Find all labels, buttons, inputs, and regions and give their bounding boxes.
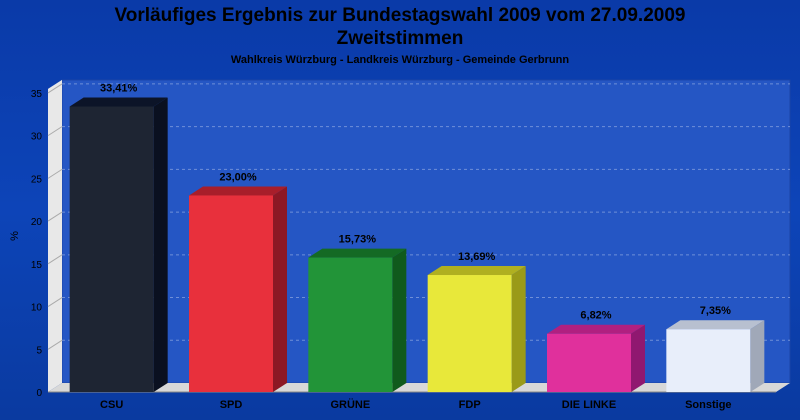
x-tick-label: GRÜNE <box>330 398 370 411</box>
chart-title: Vorläufiges Ergebnis zur Bundestagswahl … <box>114 5 686 26</box>
y-axis: 0 5 10 15 20 25 30 35% <box>9 89 42 399</box>
bar-front <box>308 257 393 392</box>
x-tick-label: CSU <box>100 399 123 411</box>
gridline-side <box>47 83 63 94</box>
gridline-side <box>47 254 63 265</box>
bar-front <box>666 329 751 392</box>
bar-top <box>547 324 645 334</box>
plot-left-wall <box>48 79 62 392</box>
y-tick-label: 25 <box>31 174 43 185</box>
bar-spd: 23,00% <box>189 171 287 392</box>
bar-value-label: 7,35% <box>700 305 731 317</box>
bar-gr-ne: 15,73% <box>308 234 407 392</box>
y-tick-label: 0 <box>36 388 42 399</box>
chart-title-line-2: Zweitstimmen <box>336 28 464 49</box>
x-tick-label: SPD <box>220 399 243 411</box>
bar-fdp: 13,69% <box>427 251 526 392</box>
bar-top <box>666 320 765 330</box>
y-tick-label: 10 <box>31 303 43 314</box>
gridline-side <box>47 168 63 179</box>
bar-sonstige: 7,35% <box>666 305 765 392</box>
bars: 33,41% 23,00% 15,73% 13,69% 6,82% 7,35% <box>69 82 765 392</box>
bar-side <box>750 320 765 392</box>
y-tick-label: 20 <box>31 217 43 228</box>
x-tick-label: DIE LINKE <box>562 399 616 411</box>
bar-front <box>69 106 154 392</box>
y-tick-label: 15 <box>31 260 43 271</box>
bar-die-linke: 6,82% <box>547 310 645 392</box>
x-axis: CSU SPD GRÜNE FDP DIE LINKE Sonstige <box>100 398 732 411</box>
gridline-side <box>47 126 63 137</box>
y-tick-label: 30 <box>31 132 43 143</box>
bar-side <box>511 266 526 392</box>
bar-csu: 33,41% <box>69 82 168 392</box>
y-axis-label: % <box>9 231 21 241</box>
bar-value-label: 13,69% <box>458 251 496 263</box>
bar-value-label: 23,00% <box>219 171 257 183</box>
gridline-side <box>47 297 63 307</box>
bar-value-label: 6,82% <box>580 310 611 322</box>
y-tick-label: 35 <box>31 89 43 100</box>
bar-top <box>308 248 407 258</box>
bar-top <box>189 186 287 196</box>
gridlines <box>47 83 790 350</box>
bar-side <box>273 186 287 392</box>
y-tick-label: 5 <box>36 345 42 356</box>
bar-value-label: 33,41% <box>100 82 138 94</box>
bar-front <box>547 333 631 392</box>
bar-top <box>427 266 526 276</box>
x-tick-label: Sonstige <box>685 399 731 411</box>
gridline-side <box>47 211 63 222</box>
bar-front <box>189 195 273 392</box>
bar-side <box>631 324 645 392</box>
bar-side <box>392 248 407 392</box>
chart-subtitle: Wahlkreis Würzburg - Landkreis Würzburg … <box>230 54 570 66</box>
gridline-side <box>47 339 63 350</box>
bar-top <box>69 97 168 107</box>
bar-front <box>427 275 512 392</box>
x-tick-label: FDP <box>459 399 481 411</box>
bar-side <box>153 97 168 392</box>
bar-value-label: 15,73% <box>339 234 377 246</box>
